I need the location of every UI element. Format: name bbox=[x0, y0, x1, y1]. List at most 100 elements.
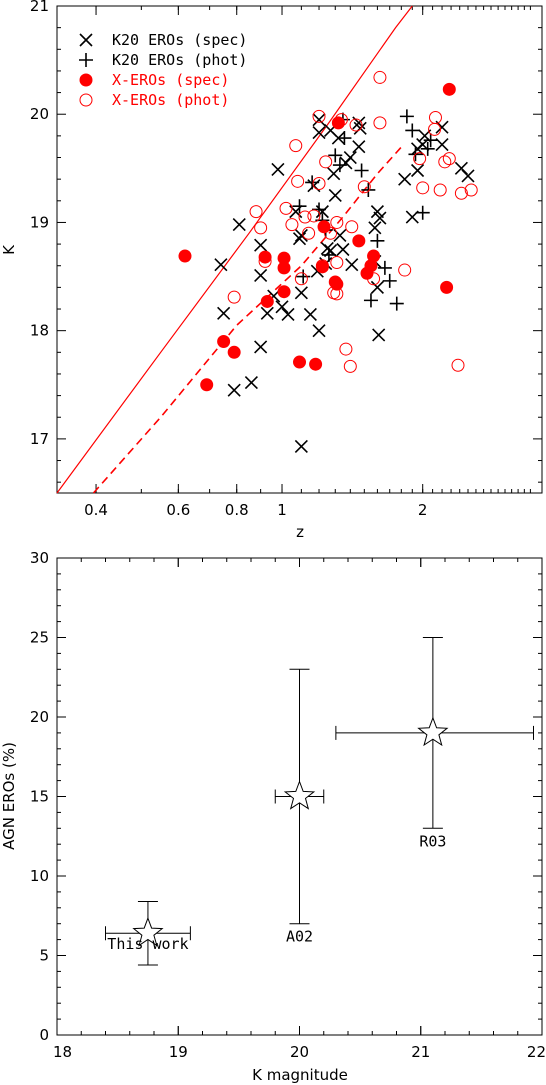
k20-eros-phot-point bbox=[423, 133, 438, 148]
k20-eros-phot-point bbox=[415, 205, 430, 220]
k20-eros-spec-point bbox=[328, 188, 342, 202]
k20-eros-spec-point bbox=[336, 242, 350, 257]
x-tick-label: 1 bbox=[277, 501, 287, 519]
y-tick-label: 18 bbox=[30, 322, 49, 340]
x-tick-label: 2 bbox=[418, 501, 428, 519]
x-eros-phot-point bbox=[330, 215, 344, 229]
x-eros-phot-point bbox=[291, 174, 305, 188]
k20-eros-spec-point bbox=[232, 218, 246, 232]
bottom-panel-ticks: 18 19 20 21 22 0 5 10 15 20 25 30 bbox=[30, 549, 546, 1061]
x-tick-label: 19 bbox=[169, 1043, 188, 1061]
y-tick-label: 30 bbox=[30, 549, 49, 567]
x-eros-phot-point bbox=[454, 186, 468, 200]
x-eros-phot-point bbox=[249, 205, 263, 219]
legend-label-x-eros-phot: X-EROs (phot) bbox=[112, 91, 229, 109]
x-eros-spec-point bbox=[293, 355, 307, 369]
legend-label-x-eros-spec: X-EROs (spec) bbox=[112, 71, 229, 89]
k20-eros-phot-point bbox=[337, 131, 352, 146]
top-panel-points bbox=[178, 70, 478, 454]
x-eros-phot-point bbox=[302, 226, 316, 240]
k20-eros-phot-point bbox=[361, 182, 376, 197]
point-label-a02: A02 bbox=[286, 928, 313, 946]
x-tick-label: 22 bbox=[527, 1043, 546, 1061]
x-eros-phot-point bbox=[373, 70, 387, 84]
y-tick-label: 20 bbox=[30, 105, 49, 123]
k20-eros-spec-point bbox=[244, 376, 258, 390]
k20-eros-spec-point bbox=[292, 232, 307, 246]
y-tick-label: 21 bbox=[30, 0, 49, 15]
k20-eros-phot-point bbox=[296, 269, 311, 284]
x-eros-phot-point bbox=[330, 287, 344, 301]
k20-eros-spec-point bbox=[370, 280, 384, 294]
k20-eros-spec-point bbox=[294, 439, 308, 454]
k20-eros-spec-point bbox=[254, 268, 268, 283]
x-eros-phot-point bbox=[464, 183, 478, 197]
k20-eros-spec-point bbox=[254, 238, 268, 252]
x-eros-phot-point bbox=[298, 210, 312, 224]
x-eros-phot-point bbox=[279, 201, 293, 215]
x-eros-phot-point bbox=[451, 358, 465, 372]
x-eros-spec-point bbox=[352, 234, 366, 248]
x-eros-spec-point bbox=[277, 285, 291, 299]
x-eros-phot-point bbox=[330, 255, 344, 269]
k20-eros-spec-point bbox=[327, 167, 341, 181]
x-eros-phot-point bbox=[285, 218, 299, 232]
k20-eros-phot-point bbox=[377, 260, 392, 275]
y-tick-label: 19 bbox=[30, 213, 49, 231]
y-tick-label: 0 bbox=[39, 1026, 49, 1044]
x-eros-spec-point bbox=[440, 280, 454, 294]
x-eros-phot-point bbox=[334, 113, 348, 127]
legend-marker-x-eros-phot bbox=[79, 93, 93, 107]
x-eros-phot-point bbox=[258, 254, 272, 268]
x-eros-phot-point bbox=[312, 109, 326, 123]
point-label-this-work: This work bbox=[107, 935, 188, 953]
x-tick-label: 0.4 bbox=[84, 501, 108, 519]
k20-eros-phot-point bbox=[321, 247, 336, 262]
k20-eros-spec-point bbox=[254, 340, 268, 354]
x-eros-spec-point bbox=[317, 220, 331, 234]
star-marker-r03 bbox=[417, 716, 449, 747]
k20-eros-spec-point bbox=[227, 383, 241, 397]
k20-eros-phot-point bbox=[399, 109, 414, 124]
k20-eros-phot-point bbox=[292, 199, 307, 214]
x-eros-phot-point bbox=[428, 122, 442, 136]
k20-eros-spec-point bbox=[410, 163, 425, 178]
k20-eros-spec-point bbox=[271, 162, 285, 176]
top-x-axis-label: z bbox=[296, 523, 304, 541]
k20-eros-spec-point bbox=[312, 324, 326, 338]
y-tick-label: 17 bbox=[30, 430, 49, 448]
k20-eros-phot-point bbox=[328, 148, 343, 163]
dashed-model-curve bbox=[92, 143, 405, 494]
k20-eros-spec-point bbox=[373, 211, 387, 225]
x-eros-phot-point bbox=[367, 272, 381, 286]
legend-label-k20-eros-spec: K20 EROs (spec) bbox=[112, 31, 247, 49]
top-panel-ticks: 0.4 0.6 0.8 1 2 17 18 19 20 21 bbox=[30, 0, 542, 519]
k20-eros-spec-point bbox=[345, 258, 359, 272]
x-eros-spec-point bbox=[309, 357, 323, 371]
k20-eros-phot-point bbox=[405, 123, 420, 138]
k20-eros-spec-point bbox=[461, 169, 475, 183]
x-eros-spec-point bbox=[227, 345, 241, 359]
x-eros-spec-point bbox=[258, 250, 272, 264]
x-eros-spec-point bbox=[367, 249, 381, 263]
x-eros-phot-point bbox=[433, 183, 447, 197]
k20-eros-spec-point bbox=[294, 228, 308, 242]
x-eros-phot-point bbox=[349, 118, 363, 132]
star-marker-a02 bbox=[283, 780, 316, 810]
k20-eros-spec-point bbox=[353, 121, 367, 135]
x-eros-spec-point bbox=[277, 261, 291, 275]
bottom-x-axis-label: K magnitude bbox=[252, 1066, 348, 1084]
k20-eros-phot-point bbox=[382, 273, 397, 288]
x-eros-spec-point bbox=[442, 82, 456, 96]
x-tick-label: 20 bbox=[290, 1043, 309, 1061]
y-tick-label: 25 bbox=[30, 629, 49, 647]
k20-eros-spec-point bbox=[343, 150, 357, 165]
x-eros-phot-point bbox=[315, 259, 329, 273]
x-tick-label: 0.8 bbox=[225, 501, 249, 519]
k20-eros-phot-point bbox=[420, 141, 435, 156]
x-eros-phot-point bbox=[343, 359, 357, 373]
plot-frame-top bbox=[56, 5, 543, 494]
x-tick-label: 21 bbox=[411, 1043, 430, 1061]
y-tick-label: 10 bbox=[30, 867, 49, 885]
panel-agn-fraction: 18 19 20 21 22 0 5 10 15 20 25 30 This work A02 R03 K… bbox=[0, 549, 546, 1084]
